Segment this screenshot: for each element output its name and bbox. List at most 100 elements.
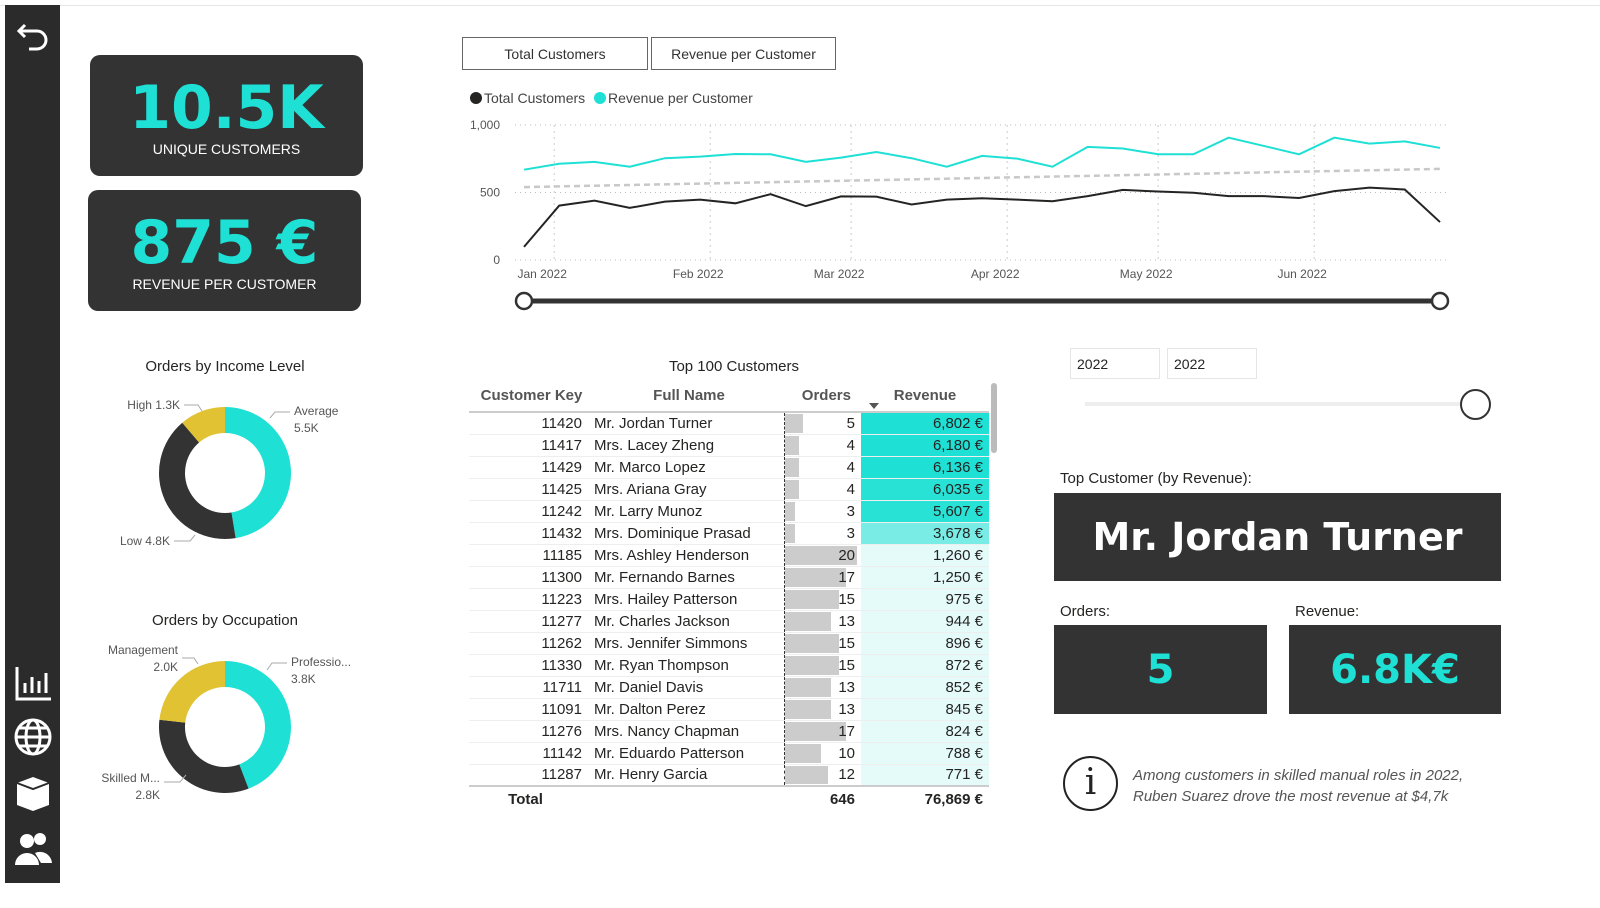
- revenue-cell: 788 €: [861, 742, 989, 765]
- orders-cell: 15: [783, 588, 861, 611]
- leader-line: [266, 662, 287, 671]
- table-row[interactable]: 11091 Mr. Dalton Perez 13 845 €: [469, 698, 989, 721]
- top-customers-table: Customer Key Full Name Orders Revenue 11…: [469, 380, 989, 812]
- customer-key: 11276: [469, 720, 594, 743]
- full-name: Mr. Charles Jackson: [594, 610, 784, 633]
- full-name: Mrs. Jennifer Simmons: [594, 632, 784, 655]
- x-tick-label: Apr 2022: [971, 267, 1020, 281]
- orders-databar: [784, 743, 821, 763]
- table-row[interactable]: 11223 Mrs. Hailey Patterson 15 975 €: [469, 588, 989, 611]
- donut-slice-management[interactable]: [159, 661, 225, 723]
- customer-key: 11242: [469, 500, 594, 523]
- y-tick-label: 500: [480, 186, 500, 200]
- x-tick-label: Mar 2022: [814, 267, 865, 281]
- orders-value: 13: [838, 700, 855, 718]
- orders-value: 5: [846, 414, 855, 432]
- year-slider-handle[interactable]: [1460, 389, 1491, 420]
- orders-value: 20: [838, 546, 855, 564]
- table-row[interactable]: 11420 Mr. Jordan Turner 5 6,802 €: [469, 412, 989, 435]
- year-from-input[interactable]: 2022: [1070, 348, 1160, 379]
- table-row[interactable]: 11185 Mrs. Ashley Henderson 20 1,260 €: [469, 544, 989, 567]
- table-row[interactable]: 11142 Mr. Eduardo Patterson 10 788 €: [469, 742, 989, 765]
- bar-chart-icon[interactable]: [13, 663, 53, 703]
- col-orders[interactable]: Orders: [784, 380, 861, 413]
- unique-customers-card: 10.5K UNIQUE CUSTOMERS: [90, 55, 363, 176]
- orders-databar: [784, 479, 799, 499]
- donut-data-label: Low 4.8K: [120, 534, 170, 548]
- revenue-cell: 944 €: [861, 610, 989, 633]
- orders-cell: 20: [783, 544, 861, 567]
- full-name: Mrs. Ashley Henderson: [594, 544, 784, 567]
- col-full-name[interactable]: Full Name: [594, 380, 784, 413]
- col-revenue[interactable]: Revenue: [861, 380, 989, 413]
- donut-slice-low[interactable]: [159, 422, 236, 539]
- top-customer-revenue: 6.8K€: [1289, 625, 1501, 714]
- top-customer-orders: 5: [1054, 625, 1267, 714]
- orders-cell: 3: [783, 522, 861, 545]
- orders-cell: 15: [783, 654, 861, 677]
- table-row[interactable]: 11429 Mr. Marco Lopez 4 6,136 €: [469, 456, 989, 479]
- table-row[interactable]: 11330 Mr. Ryan Thompson 15 872 €: [469, 654, 989, 677]
- revenue-per-customer-card: 875 € REVENUE PER CUSTOMER: [88, 190, 361, 311]
- revenue-per-customer-button[interactable]: Revenue per Customer: [651, 37, 836, 70]
- year-to-input[interactable]: 2022: [1167, 348, 1257, 379]
- revenue-cell: 824 €: [861, 720, 989, 743]
- table-row[interactable]: 11300 Mr. Fernando Barnes 17 1,250 €: [469, 566, 989, 589]
- table-scrollbar[interactable]: [991, 383, 997, 453]
- donut-slice-average[interactable]: [225, 407, 291, 539]
- people-icon[interactable]: [13, 829, 53, 869]
- table-row[interactable]: 11277 Mr. Charles Jackson 13 944 €: [469, 610, 989, 633]
- table-row[interactable]: 11276 Mrs. Nancy Chapman 17 824 €: [469, 720, 989, 743]
- full-name: Mrs. Ariana Gray: [594, 478, 784, 501]
- table-row[interactable]: 11262 Mrs. Jennifer Simmons 15 896 €: [469, 632, 989, 655]
- table-row[interactable]: 11425 Mrs. Ariana Gray 4 6,035 €: [469, 478, 989, 501]
- customer-key: 11091: [469, 698, 594, 721]
- orders-databar: [784, 633, 839, 653]
- series-line-total-customers: [523, 186, 1441, 248]
- table-row[interactable]: 11432 Mrs. Dominique Prasad 3 3,678 €: [469, 522, 989, 545]
- orders-value: 15: [838, 590, 855, 608]
- table-row[interactable]: 11417 Mrs. Lacey Zheng 4 6,180 €: [469, 434, 989, 457]
- table-row[interactable]: 11711 Mr. Daniel Davis 13 852 €: [469, 676, 989, 699]
- orders-databar: [784, 677, 832, 697]
- x-tick-label: Jan 2022: [518, 267, 568, 281]
- occupation-donut: Professio... 3.8K Skilled M... 2.8K Manageme…: [101, 643, 351, 802]
- donut-data-label: High 1.3K: [127, 398, 180, 412]
- customer-key: 11417: [469, 434, 594, 457]
- donut-slice-professio[interactable]: [225, 661, 291, 789]
- total-customers-button[interactable]: Total Customers: [462, 37, 648, 70]
- orders-databar: [784, 545, 857, 565]
- customer-key: 11425: [469, 478, 594, 501]
- donut-slice-skilledm[interactable]: [158, 719, 249, 793]
- back-arrow-icon[interactable]: [13, 15, 53, 55]
- orders-cell: 12: [783, 764, 861, 787]
- customer-key: 11711: [469, 676, 594, 699]
- col-customer-key[interactable]: Customer Key: [469, 380, 594, 413]
- full-name: Mr. Eduardo Patterson: [594, 742, 784, 765]
- table-row[interactable]: 11287 Mr. Henry Garcia 12 771 €: [469, 764, 989, 787]
- top-customer-name: Mr. Jordan Turner: [1054, 493, 1501, 581]
- year-slider-track[interactable]: [1085, 402, 1465, 406]
- box-icon[interactable]: [13, 773, 53, 813]
- globe-icon[interactable]: [13, 717, 53, 757]
- table-row[interactable]: 11242 Mr. Larry Munoz 3 5,607 €: [469, 500, 989, 523]
- full-name: Mr. Henry Garcia: [594, 764, 784, 787]
- orders-cell: 10: [783, 742, 861, 765]
- slider-handle-end[interactable]: [1430, 291, 1450, 311]
- donut-slice-high[interactable]: [182, 407, 225, 443]
- legend-label: Total Customers: [484, 90, 585, 106]
- legend-marker: [470, 92, 482, 104]
- revenue-cell: 872 €: [861, 654, 989, 677]
- orders-value: 10: [838, 744, 855, 762]
- orders-value: 3: [846, 524, 855, 542]
- orders-value: 13: [838, 678, 855, 696]
- revenue-cell: 6,180 €: [861, 434, 989, 457]
- x-tick-label: Jun 2022: [1277, 267, 1327, 281]
- orders-cell: 3: [783, 500, 861, 523]
- full-name: Mrs. Lacey Zheng: [594, 434, 784, 457]
- full-name: Mr. Jordan Turner: [594, 412, 784, 435]
- income-chart-title: Orders by Income Level: [145, 358, 305, 375]
- full-name: Mr. Marco Lopez: [594, 456, 784, 479]
- slider-handle-start[interactable]: [514, 291, 534, 311]
- sort-desc-icon[interactable]: [869, 403, 879, 409]
